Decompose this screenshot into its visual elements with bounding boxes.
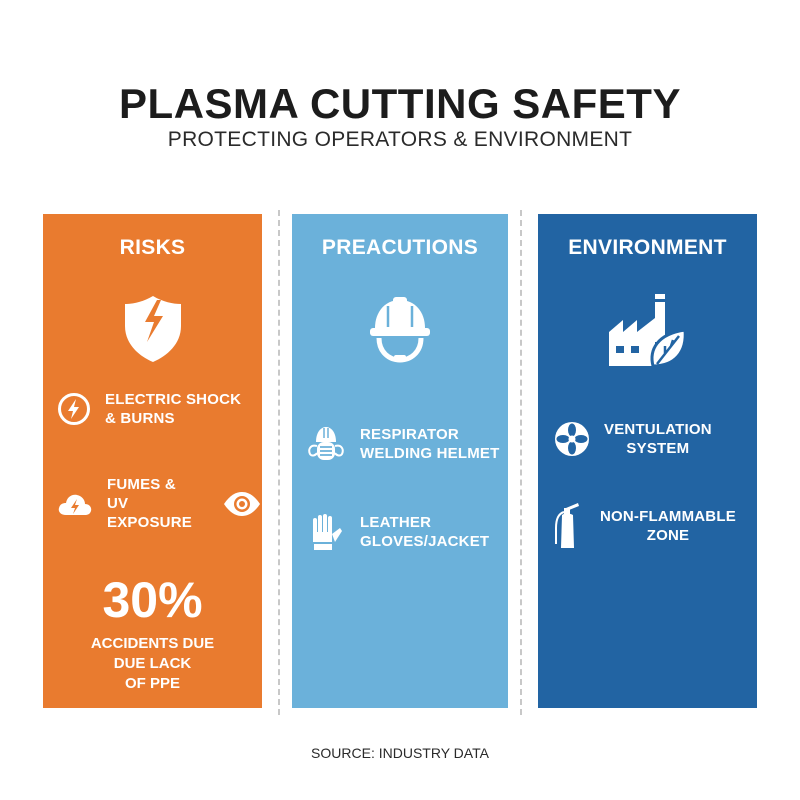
precaution-item-line2: WELDING HELMET bbox=[360, 445, 500, 462]
page-title: PLASMA CUTTING SAFETY bbox=[119, 80, 681, 127]
fan-icon bbox=[554, 421, 590, 457]
environment-item-line2: SYSTEM bbox=[626, 440, 690, 457]
environment-item-non-flammable: NON-FLAMMABLE ZONE bbox=[554, 502, 736, 550]
precaution-item-respirator: RESPIRATOR WELDING HELMET bbox=[306, 424, 499, 464]
environment-item-line1: NON-FLAMMABLE bbox=[600, 508, 736, 525]
column-divider bbox=[278, 210, 280, 715]
stat-label-line1: ACCIDENTS DUE bbox=[90, 635, 215, 652]
risk-item-line1: ELECTRIC SHOCK bbox=[105, 391, 242, 408]
source-note: SOURCE: INDUSTRY DATA bbox=[311, 745, 489, 761]
gloves-icon bbox=[310, 512, 344, 552]
respirator-mask-icon bbox=[306, 424, 346, 464]
stat-label-line2: DUE LACK bbox=[113, 655, 192, 672]
precaution-item-line1: LEATHER bbox=[360, 514, 432, 531]
cloud-lightning-icon bbox=[57, 490, 93, 518]
environment-item-ventilation: VENTULATION SYSTEM bbox=[554, 420, 712, 458]
precaution-item-gloves: LEATHER GLOVES/JACKET bbox=[310, 512, 489, 552]
environment-panel-title: ENVIRONMENT bbox=[568, 236, 727, 259]
page-subtitle: PROTECTING OPERATORS & ENVIRONMENT bbox=[167, 128, 633, 151]
column-divider bbox=[520, 210, 522, 715]
hard-hat-icon bbox=[367, 292, 433, 364]
factory-leaf-icon bbox=[607, 294, 689, 368]
risk-item-line1: FUMES & UV bbox=[107, 476, 176, 512]
stat-label-line3: OF PPE bbox=[124, 675, 180, 692]
precautions-panel-title: PREACUTIONS bbox=[321, 236, 479, 259]
precaution-item-line2: GLOVES/JACKET bbox=[360, 533, 490, 550]
stat-value: 30% bbox=[102, 572, 203, 628]
precaution-item-line1: RESPIRATOR bbox=[360, 426, 459, 443]
environment-panel: ENVIRONMENT VEN bbox=[538, 214, 757, 708]
precautions-panel: PREACUTIONS RESPIRATOR WELDING HELMET bbox=[292, 214, 508, 708]
broken-shield-lightning-icon bbox=[121, 292, 185, 364]
risks-panel: RISKS ELECTRIC SHOCK & BURNS FUMES & UV bbox=[43, 214, 262, 708]
environment-item-line1: VENTULATION bbox=[604, 421, 712, 438]
eye-icon bbox=[222, 491, 262, 517]
fire-extinguisher-icon bbox=[554, 502, 582, 550]
risk-item-line2: & BURNS bbox=[105, 410, 175, 427]
lightning-circle-icon bbox=[57, 392, 91, 426]
risk-item-electric-shock: ELECTRIC SHOCK & BURNS bbox=[57, 390, 241, 428]
environment-item-line2: ZONE bbox=[646, 527, 690, 544]
risk-item-line2: EXPOSURE bbox=[107, 514, 192, 531]
risk-item-fumes-uv: FUMES & UV EXPOSURE bbox=[57, 475, 262, 532]
accident-stat: 30% ACCIDENTS DUE DUE LACK OF PPE bbox=[43, 572, 262, 694]
risks-panel-title: RISKS bbox=[119, 236, 186, 259]
